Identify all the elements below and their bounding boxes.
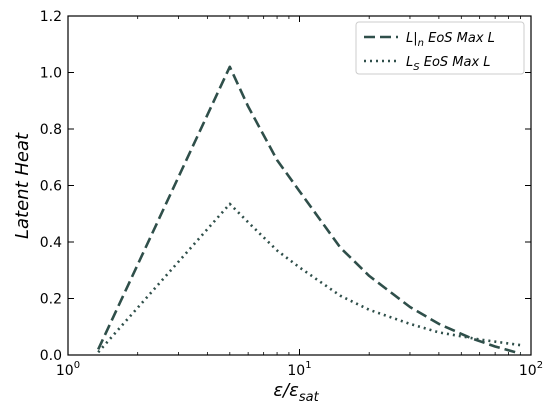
- legend-label-rest: EoS Max L: [420, 55, 491, 70]
- y-tick-label: 0.4: [40, 235, 62, 251]
- x-axis-label: ε/εsat: [273, 380, 319, 402]
- y-tick-label: 0.8: [40, 122, 62, 138]
- x-tick-mantissa: 10: [519, 363, 537, 379]
- x-tick-label: 100: [56, 360, 80, 379]
- x-axis-label-base: ε/ε: [273, 380, 299, 401]
- x-tick-mantissa: 10: [287, 363, 305, 379]
- legend-label-2: LS EoS Max L: [406, 55, 491, 73]
- x-tick-label: 102: [519, 360, 543, 379]
- y-tick-label: 1.0: [40, 66, 62, 82]
- x-tick-exponent: 1: [305, 360, 311, 371]
- x-tick-exponent: 0: [74, 360, 80, 371]
- x-axis-label-sub: sat: [299, 390, 320, 402]
- series-line-1: [97, 65, 521, 355]
- y-tick-label: 0.2: [40, 292, 62, 308]
- x-tick-mantissa: 10: [56, 363, 74, 379]
- y-tick-label: 0.0: [40, 348, 62, 364]
- legend-label-base: L|: [406, 31, 418, 46]
- x-tick-label: 101: [287, 360, 311, 379]
- y-axis-label: Latent Heat: [12, 132, 33, 239]
- legend-label-rest: EoS Max L: [424, 31, 495, 46]
- legend-label-base: L: [406, 55, 413, 70]
- series-line-2: [97, 202, 521, 354]
- legend-box: [355, 21, 525, 75]
- y-tick-label: 0.6: [40, 179, 62, 195]
- legend-label-sub: S: [413, 62, 420, 73]
- legend-label-1: L|n EoS Max L: [406, 31, 495, 49]
- y-tick-label: 1.2: [40, 9, 62, 25]
- series-group: [97, 65, 521, 355]
- legend-label-sub: n: [418, 38, 424, 49]
- legend: L|n EoS Max LLS EoS Max L: [355, 21, 525, 75]
- x-tick-exponent: 2: [537, 360, 543, 371]
